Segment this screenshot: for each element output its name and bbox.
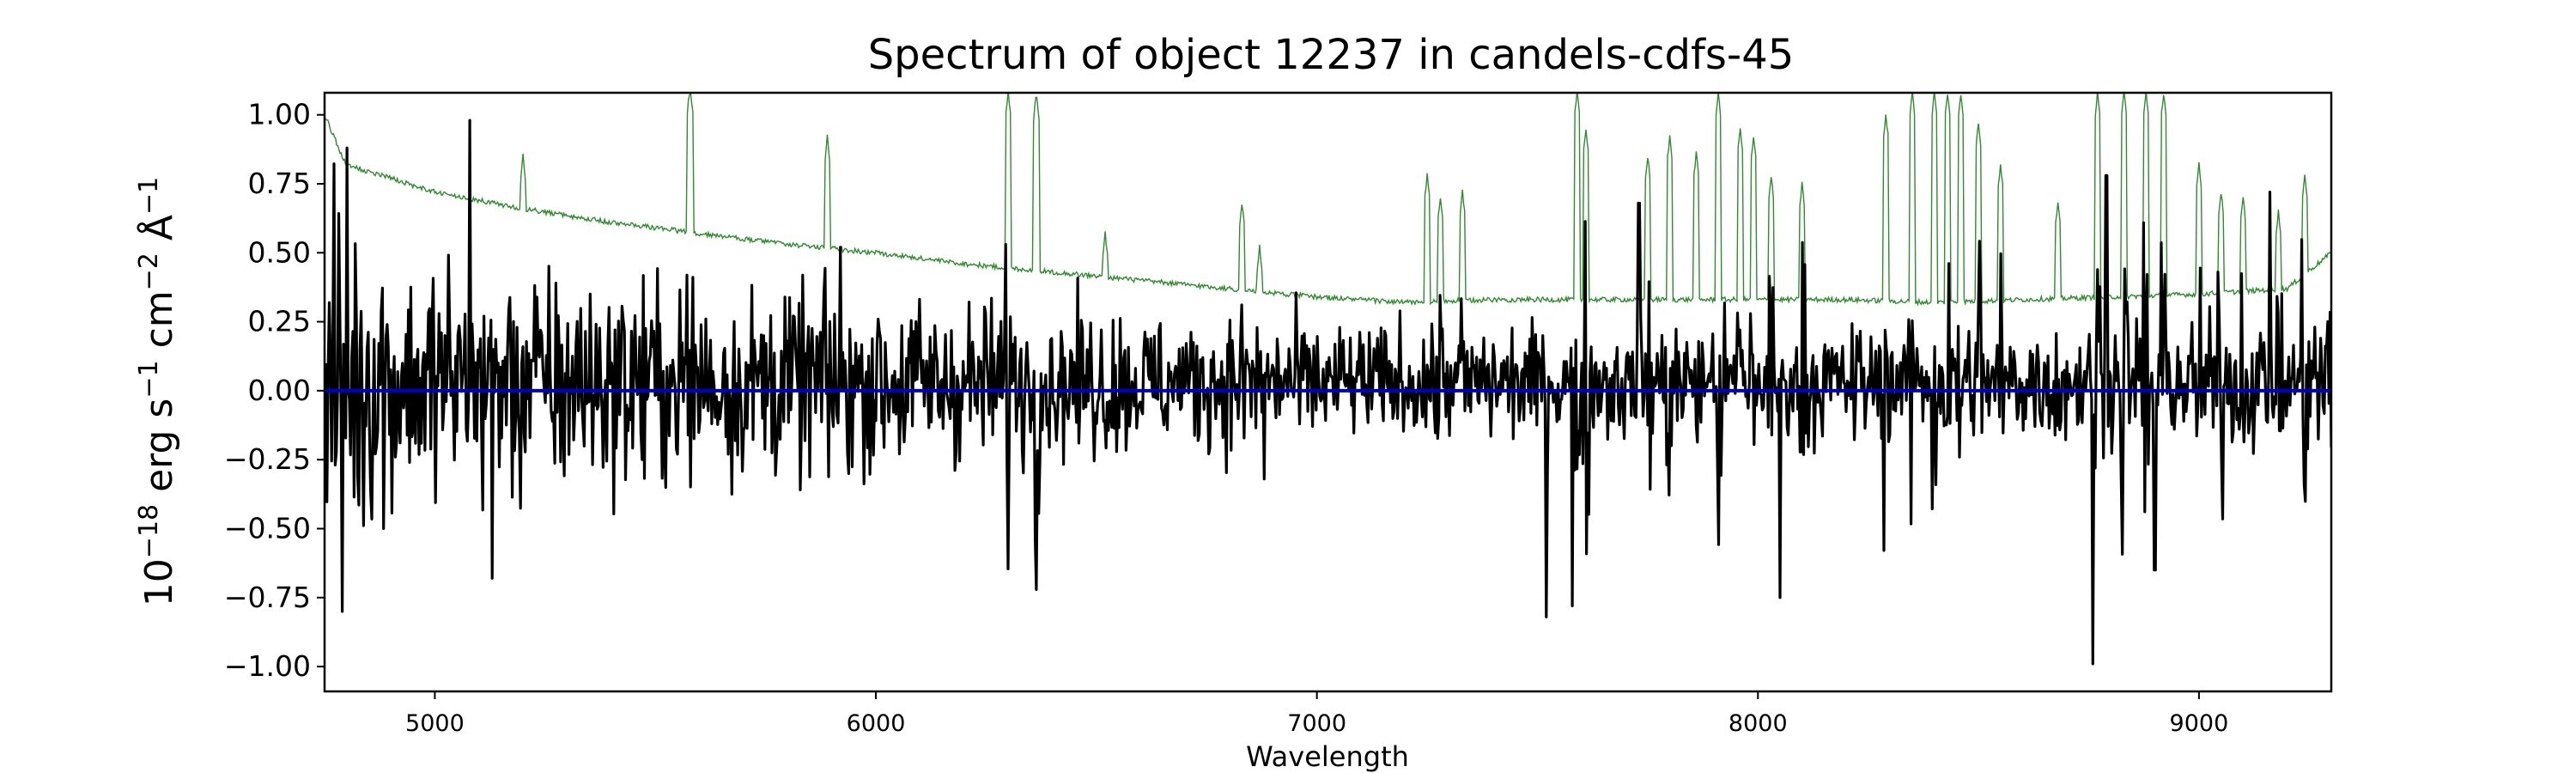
x-axis-label: Wavelength	[1246, 740, 1409, 773]
axes-frame	[323, 91, 2333, 693]
y-tick-label: −0.25	[224, 442, 311, 476]
y-tick-label: −0.75	[224, 581, 311, 614]
y-tick-label: 1.00	[248, 98, 311, 131]
x-tick-label: 5000	[405, 710, 465, 737]
plot-area	[325, 93, 2331, 666]
x-tick-label: 8000	[1728, 710, 1788, 737]
x-tick-label: 7000	[1287, 710, 1346, 737]
y-axis-label: 10−18 erg s−1 cm−2 Å−1	[134, 177, 182, 606]
y-tick-label: 0.00	[248, 374, 311, 407]
y-tick-label: −1.00	[224, 649, 311, 683]
axis-ticks: 1.00 0.75 0.50 0.25 0.00 −0.25 −0.50 −0.75 −1.00…	[224, 98, 2228, 737]
x-tick-label: 9000	[2170, 710, 2229, 737]
y-tick-label: −0.50	[224, 511, 311, 545]
error-spectrum-line	[325, 93, 2331, 307]
x-tick-label: 6000	[847, 710, 906, 737]
chart-title: Spectrum of object 12237 in candels-cdfs…	[868, 31, 1795, 79]
y-tick-label: 0.50	[248, 235, 311, 269]
y-tick-label: 0.25	[248, 305, 311, 338]
y-tick-label: 0.75	[248, 167, 311, 200]
flux-spectrum-line	[325, 119, 2331, 666]
